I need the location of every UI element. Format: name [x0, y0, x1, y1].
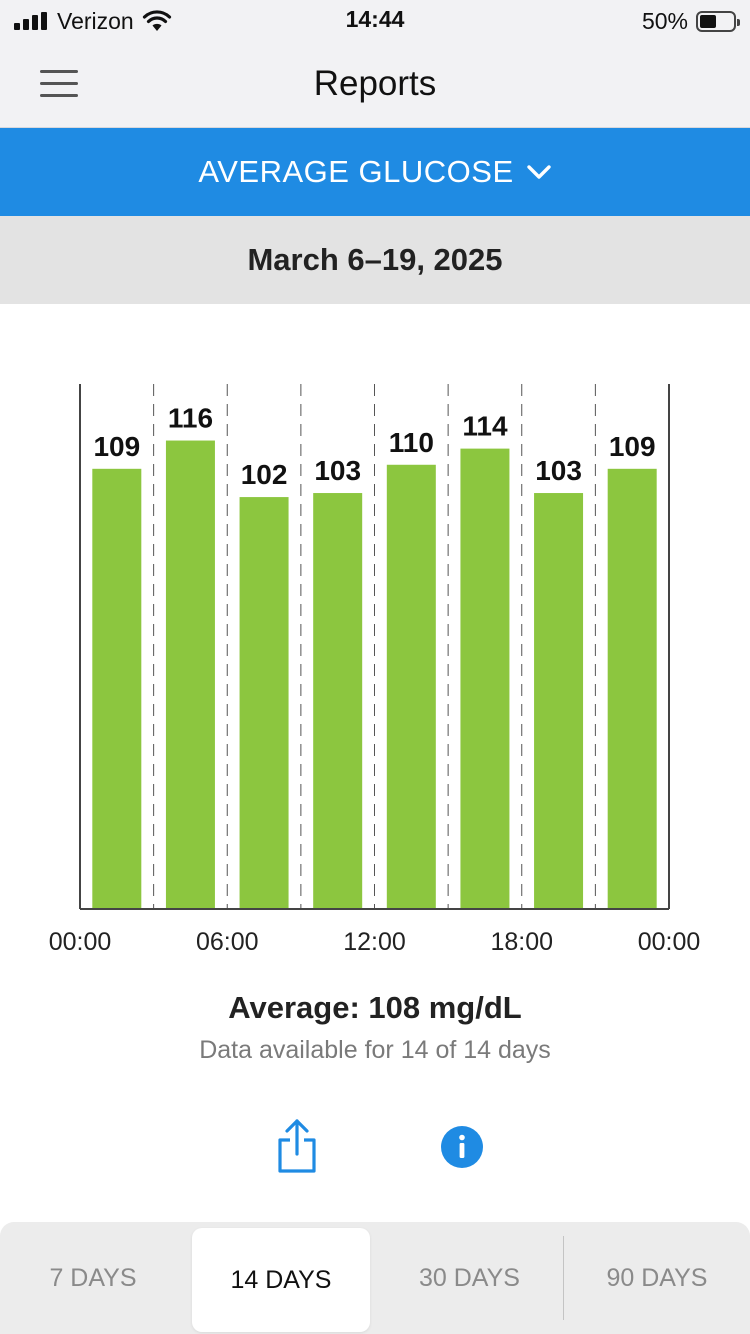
- bar-value-label: 103: [314, 455, 361, 486]
- report-type-dropdown[interactable]: AVERAGE GLUCOSE: [0, 128, 750, 216]
- tab-90-days[interactable]: 90 DAYS: [606, 1263, 708, 1292]
- page-title: Reports: [313, 64, 437, 103]
- report-type-label: AVERAGE GLUCOSE: [198, 154, 514, 189]
- status-right: 50%: [641, 7, 740, 35]
- tab-14-days[interactable]: 14 DAYS: [192, 1228, 370, 1332]
- nav-bar: Reports: [0, 42, 750, 128]
- wifi-icon: [142, 10, 171, 31]
- bar: [460, 448, 510, 909]
- signal-icon: [14, 12, 47, 30]
- battery-percent: 50%: [641, 7, 688, 34]
- bar-value-label: 116: [168, 403, 213, 434]
- share-icon[interactable]: [272, 1118, 322, 1174]
- average-glucose-chart: 109 116 102 103 110 114 103 109 00:00 06:00 12:00 1…: [49, 384, 701, 956]
- status-bar: Verizon 14:44 50%: [0, 0, 750, 42]
- bar: [165, 440, 215, 909]
- x-tick-label: 06:00: [196, 928, 259, 956]
- chevron-down-icon: [526, 165, 551, 179]
- bar-value-label: 109: [93, 431, 140, 462]
- x-tick-label: 12:00: [343, 928, 406, 956]
- bar: [607, 468, 657, 909]
- bar: [92, 468, 142, 909]
- bar-value-label: 103: [535, 455, 582, 486]
- status-left: Verizon: [14, 7, 172, 35]
- bar-value-label: 114: [462, 411, 508, 442]
- period-tabs: 7 DAYS 14 DAYS 30 DAYS 90 DAYS: [0, 1222, 750, 1334]
- bar-value-label: 109: [609, 431, 656, 462]
- hamburger-menu-icon[interactable]: [40, 70, 78, 98]
- data-availability: Data available for 14 of 14 days: [199, 1036, 551, 1064]
- battery-fill: [700, 14, 716, 28]
- x-tick-label: 18:00: [490, 928, 553, 956]
- bar: [534, 493, 584, 909]
- x-tick-label: 00:00: [638, 928, 701, 956]
- bar: [313, 493, 363, 909]
- bar: [386, 464, 436, 909]
- tab-divider: [563, 1236, 564, 1320]
- bar-value-label: 102: [241, 459, 288, 490]
- average-glucose-summary: Average: 108 mg/dL: [228, 990, 522, 1025]
- carrier-name: Verizon: [57, 7, 134, 34]
- status-time: 14:44: [345, 6, 405, 32]
- bar: [239, 497, 289, 909]
- bar-value-label: 110: [389, 427, 434, 458]
- battery-icon: [696, 10, 740, 32]
- x-tick-label: 00:00: [49, 928, 112, 956]
- date-range: March 6–19, 2025: [247, 242, 503, 277]
- info-icon[interactable]: [440, 1125, 484, 1169]
- tab-30-days[interactable]: 30 DAYS: [419, 1263, 520, 1292]
- date-range-bar: March 6–19, 2025: [0, 216, 750, 304]
- tab-7-days[interactable]: 7 DAYS: [49, 1263, 137, 1292]
